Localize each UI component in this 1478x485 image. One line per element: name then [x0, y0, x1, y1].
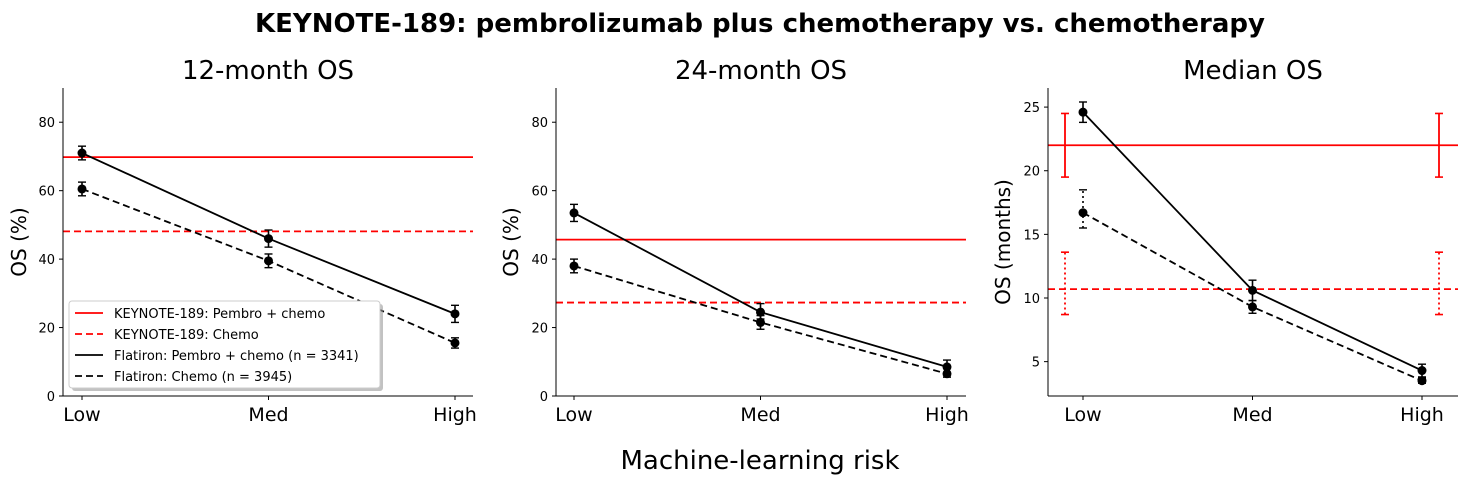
- y-tick-label: 20: [38, 322, 55, 337]
- y-tick-label: 5: [1032, 356, 1040, 371]
- data-point: [756, 317, 765, 327]
- data-point: [450, 338, 460, 348]
- reference-ci-1-2: [1435, 112, 1443, 178]
- data-point: [756, 307, 765, 317]
- reference-ci-2-2: [1435, 251, 1443, 316]
- series-line-2: [573, 265, 948, 375]
- legend-box: [68, 300, 381, 389]
- x-tick-label: Med: [1232, 404, 1272, 426]
- chart-panel-1: 12-month OS OS (%) 0 20 40 60 80 Low Med High: [7, 56, 477, 426]
- data-point: [264, 234, 273, 244]
- y-tick-label: 80: [531, 116, 548, 131]
- data-point: [450, 309, 460, 319]
- y-tick-label: 60: [531, 185, 548, 200]
- data-point: [1417, 366, 1427, 376]
- x-tick-label: Med: [248, 404, 288, 426]
- x-tick-label: High: [925, 404, 969, 426]
- x-tick-label: Low: [63, 404, 100, 426]
- y-tick-label: 0: [47, 390, 55, 405]
- y-tick-label: 60: [38, 185, 55, 200]
- y-tick-label: 15: [1023, 228, 1040, 243]
- chart-panel-2: 24-month OS OS (%) 0 20 40 60 80 Low Med High: [499, 56, 969, 426]
- y-axis-label: OS (months): [991, 179, 1015, 305]
- data-point: [569, 208, 579, 218]
- y-tick-label: 10: [1023, 292, 1040, 307]
- y-tick-label: 20: [1023, 165, 1040, 180]
- y-axis-label: OS (%): [7, 207, 31, 276]
- data-point: [1417, 376, 1427, 386]
- data-point: [569, 261, 579, 271]
- reference-ci-2-1: [1061, 251, 1069, 316]
- x-tick-label: Low: [1064, 404, 1101, 426]
- x-tick-label: Low: [555, 404, 592, 426]
- legend-label-2: KEYNOTE-189: Chemo: [114, 328, 259, 343]
- legend: KEYNOTE-189: Pembro + chemo KEYNOTE-189: …: [68, 300, 383, 391]
- data-point: [1078, 107, 1088, 117]
- x-tick-label: High: [1400, 404, 1444, 426]
- reference-ci-1-1: [1061, 112, 1069, 178]
- y-tick-label: 0: [540, 390, 548, 405]
- panel-title: 12-month OS: [182, 56, 354, 86]
- legend-label-1: KEYNOTE-189: Pembro + chemo: [114, 307, 325, 322]
- panel-title: 24-month OS: [675, 56, 847, 86]
- panel-title: Median OS: [1183, 56, 1323, 86]
- y-tick-label: 40: [38, 253, 55, 268]
- y-axis-label: OS (%): [499, 207, 523, 276]
- legend-label-4: Flatiron: Chemo (n = 3945): [114, 370, 292, 385]
- x-tick-label: Med: [740, 404, 780, 426]
- supxlabel: Machine-learning risk: [620, 446, 899, 476]
- y-tick-label: 25: [1023, 101, 1040, 116]
- data-point: [264, 256, 273, 266]
- error-bar: [1079, 189, 1087, 229]
- chart-panel-3: Median OS OS (months) 5 10 15 20 25 Low Med High: [991, 56, 1458, 426]
- x-tick-label: High: [433, 404, 477, 426]
- data-point: [942, 369, 952, 379]
- data-point: [1248, 285, 1257, 295]
- data-point: [1078, 208, 1088, 218]
- suptitle: KEYNOTE-189: pembrolizumab plus chemothe…: [255, 9, 1265, 39]
- legend-label-3: Flatiron: Pembro + chemo (n = 3341): [114, 349, 359, 364]
- data-point: [77, 184, 87, 194]
- y-tick-label: 40: [531, 253, 548, 268]
- y-tick-label: 80: [38, 116, 55, 131]
- series-line-1: [573, 212, 948, 368]
- data-point: [1248, 302, 1257, 312]
- y-tick-label: 20: [531, 322, 548, 337]
- data-point: [77, 148, 87, 158]
